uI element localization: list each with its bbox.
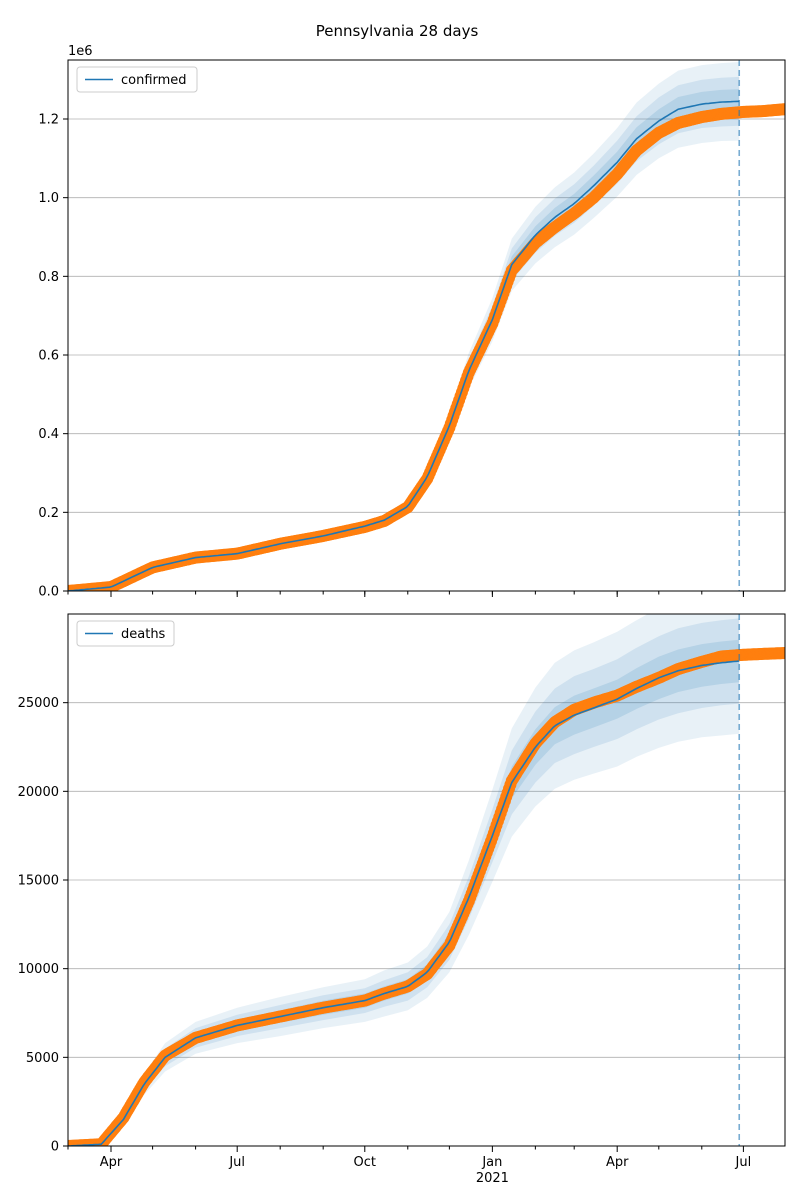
plot-frame [67,613,786,1147]
x-tick-label: Apr [606,1155,629,1170]
x-tick-label: Jan [481,1155,502,1170]
observed-series [68,103,785,591]
plot-area [68,614,785,1146]
legend: confirmed [76,66,198,93]
x-tick-label: Oct [354,1155,376,1170]
legend-label: confirmed [121,73,187,88]
plot-area [68,60,785,591]
y-tick-label: 10000 [18,962,59,977]
x-tick-label: Jul [228,1155,245,1170]
figure-title: Pennsylvania 28 days [316,22,479,40]
y-tick-label: 0.0 [38,585,59,600]
x-tick-label: Apr [100,1155,123,1170]
uncertainty-band [68,614,740,1146]
model-line [68,100,740,591]
y-tick-label: 25000 [18,696,59,711]
y-tick-label: 0.8 [38,270,59,285]
legend-box [76,620,175,647]
y-tick-label: 0.4 [38,427,59,442]
x-year-label: 2021 [476,1171,509,1186]
uncertainty-band [68,618,740,1146]
y-tick-label: 5000 [26,1051,59,1066]
y-offset-label: 1e6 [68,44,93,59]
plot-frame [67,59,786,592]
observed-point [779,103,785,116]
deaths-chart: 0 5000 10000 15000 20000 25000 Apr Jul Oct Jan Apr… [18,613,786,1186]
y-tick-label: 0.6 [38,349,59,364]
uncertainty-band [68,639,740,1146]
confirmed-chart: 0.0 0.2 0.4 0.6 0.8 1.0 1.2 1e6 confirmed [38,44,786,600]
y-tick-label: 0 [51,1140,59,1155]
model-line [68,660,740,1146]
legend-box [76,66,198,93]
x-tick-label: Jul [735,1155,752,1170]
legend: deaths [76,620,175,647]
y-tick-label: 15000 [18,874,59,889]
uncertainty-band [68,62,740,591]
y-tick-label: 0.2 [38,506,59,521]
y-tick-label: 1.0 [38,191,59,206]
legend-label: deaths [121,627,166,642]
y-tick-label: 1.2 [38,113,59,128]
y-tick-label: 20000 [18,785,59,800]
observed-point [779,647,785,659]
